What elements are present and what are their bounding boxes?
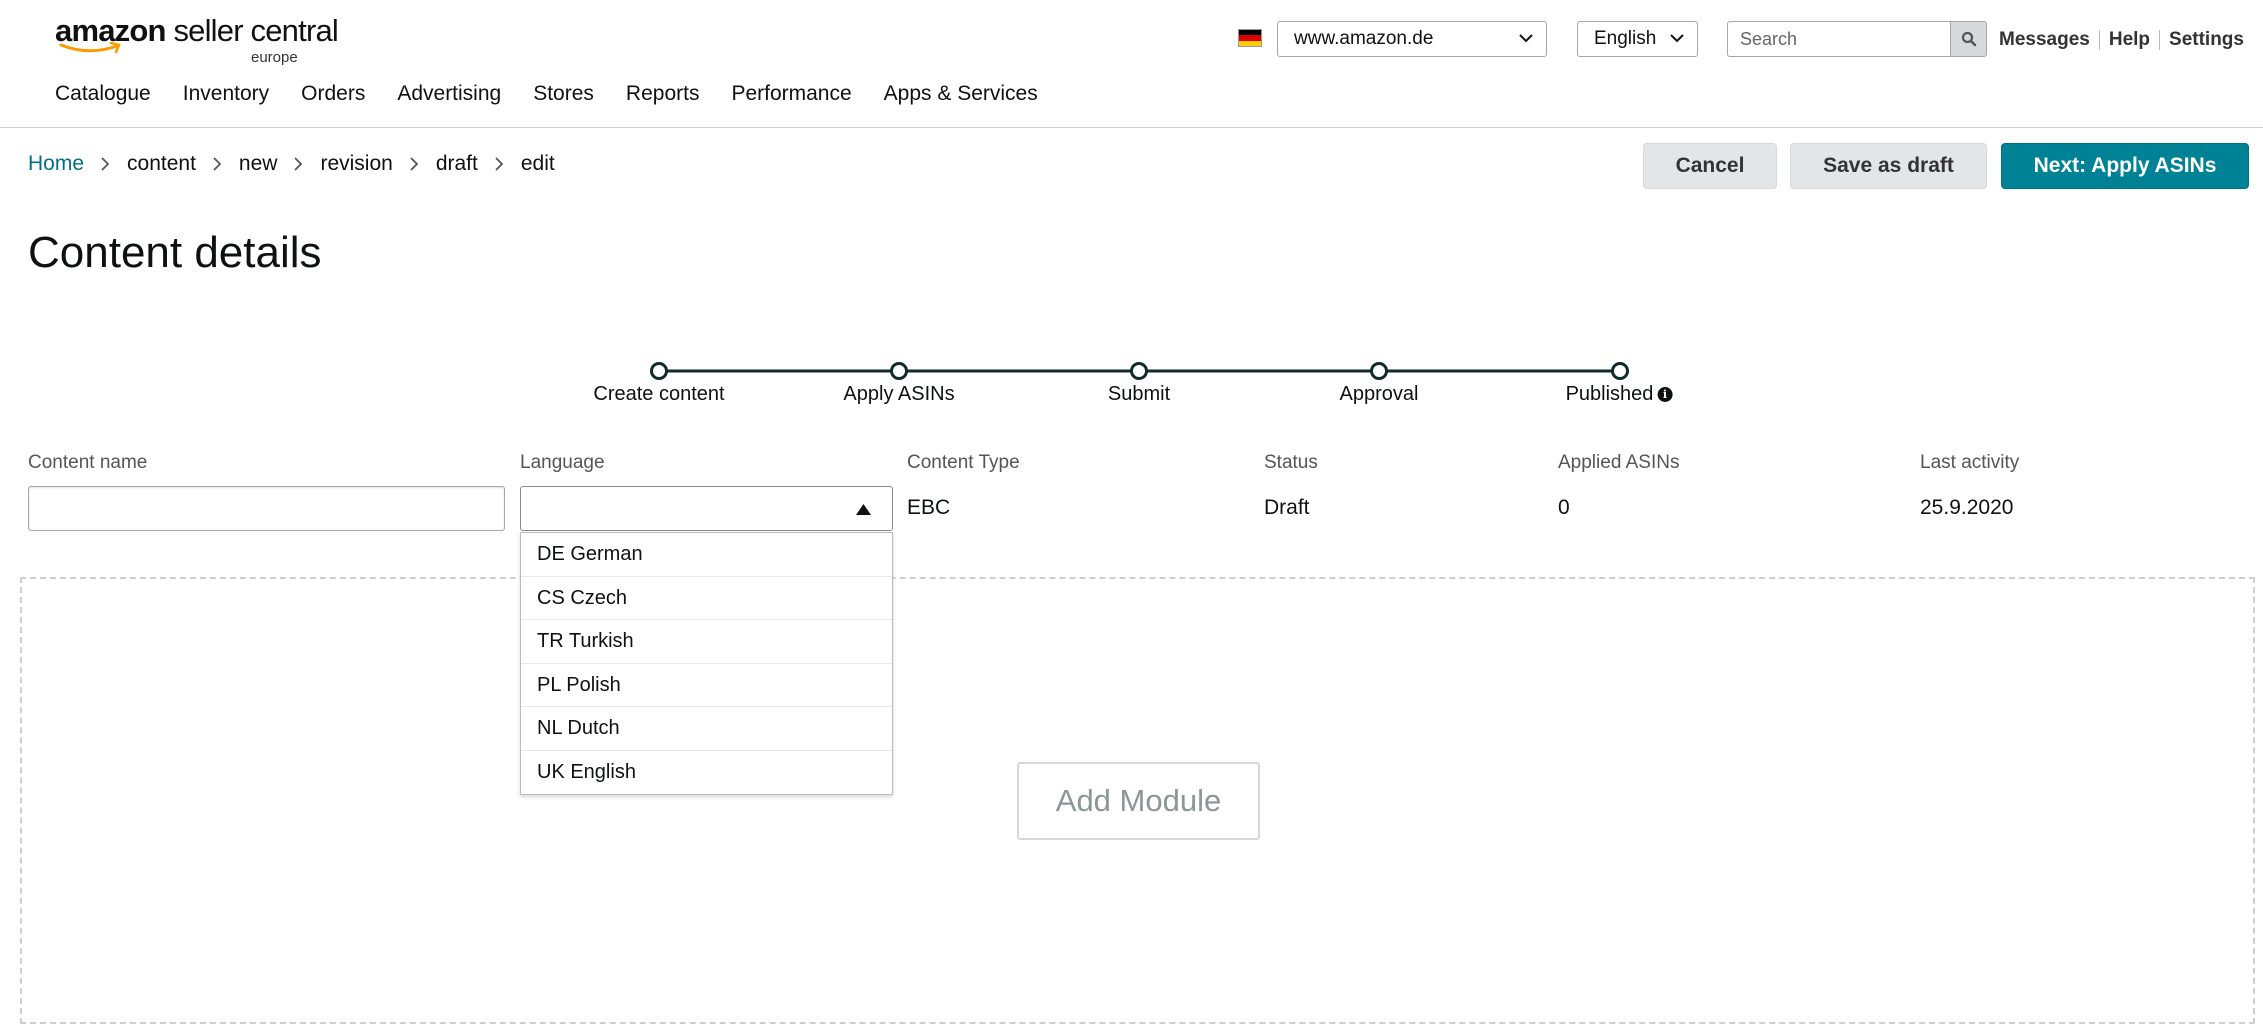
chevron-down-icon [1519,34,1533,43]
language-label: Language [520,452,605,473]
language-select-value: English [1594,28,1657,49]
language-option-english[interactable]: UK English [537,760,636,783]
divider [2098,30,2100,50]
info-icon[interactable]: i [1657,387,1673,403]
module-drop-area [20,577,2255,1024]
step-node [1611,362,1629,380]
breadcrumb-item: content [127,152,196,175]
nav-item-orders[interactable]: Orders [301,82,366,105]
triangle-up-icon [856,504,871,515]
language-option-dutch[interactable]: NL Dutch [521,707,892,751]
next-apply-asins-button[interactable]: Next: Apply ASINs [2001,143,2249,189]
breadcrumb-item: revision [320,152,393,175]
nav-item-advertising[interactable]: Advertising [397,82,502,105]
status-value: Draft [1264,496,1310,519]
amazon-smile-icon [59,42,121,54]
step-label-submit: Submit [1107,383,1171,405]
content-type-value: EBC [907,496,951,519]
save-as-draft-button[interactable]: Save as draft [1790,143,1987,189]
nav-item-stores[interactable]: Stores [533,82,594,105]
search-button[interactable] [1950,21,1987,57]
search-input[interactable] [1727,21,1951,57]
step-label-apply-asins: Apply ASINs [843,383,955,405]
step-label-approval: Approval [1339,383,1419,405]
logo-product: seller central [173,13,338,48]
chevron-right-icon [410,157,419,171]
main-nav: Catalogue Inventory Orders Advertising S… [55,82,1070,106]
add-module-button[interactable]: Add Module [1017,762,1260,840]
nav-item-apps-services[interactable]: Apps & Services [883,82,1038,105]
chevron-right-icon [101,157,110,171]
messages-link[interactable]: Messages [1999,29,2090,50]
divider [2159,30,2161,50]
nav-item-inventory[interactable]: Inventory [182,82,270,105]
germany-flag-icon [1238,29,1262,47]
breadcrumb-current: edit [520,152,555,175]
nav-item-performance[interactable]: Performance [731,82,852,105]
help-link[interactable]: Help [2108,29,2151,50]
language-option-polish[interactable]: PL Polish [521,664,892,707]
content-name-input[interactable] [28,486,505,531]
language-dropdown[interactable] [520,486,893,531]
page-title: Content details [28,228,322,277]
logo-region: europe [251,49,298,66]
chevron-down-icon [1670,34,1684,43]
breadcrumb-home-link[interactable]: Home [28,152,85,175]
language-option-german[interactable]: DE German [521,533,892,577]
top-links: Messages Help Settings [1999,29,2244,51]
seller-central-logo[interactable]: amazon seller central europe [55,13,339,67]
language-option-czech[interactable]: CS Czech [521,577,892,620]
cancel-button[interactable]: Cancel [1643,143,1777,189]
content-name-label: Content name [28,452,148,473]
language-select[interactable]: English [1577,21,1698,57]
step-label-create-content: Create content [593,383,725,405]
search-icon [1961,31,1976,47]
step-label-published: Published [1565,383,1654,405]
chevron-right-icon [495,157,504,171]
breadcrumb-item: draft [435,152,478,175]
breadcrumb-item: new [238,152,278,175]
nav-item-catalogue[interactable]: Catalogue [55,82,151,105]
settings-link[interactable]: Settings [2169,29,2244,50]
last-activity-value: 25.9.2020 [1920,496,2014,519]
language-options-list: DE German CS Czech TR Turkish PL Polish … [520,532,893,795]
chevron-right-icon [294,157,303,171]
breadcrumb: Home content new revision draft edit [28,152,555,176]
nav-item-reports[interactable]: Reports [625,82,700,105]
language-option-turkish[interactable]: TR Turkish [521,620,892,664]
progress-stepper: Create content Apply ASINs Submit Approv… [0,350,2263,410]
stepper-track [650,362,1629,380]
content-type-label: Content Type [907,452,1020,473]
chevron-right-icon [213,157,222,171]
step-node [650,362,668,380]
step-node [1370,362,1388,380]
marketplace-select-value: www.amazon.de [1294,28,1434,49]
applied-asins-label: Applied ASINs [1558,452,1680,473]
step-label-published-wrap: Published i [1566,383,1673,406]
last-activity-label: Last activity [1920,452,2020,473]
nav-divider [0,127,2263,128]
step-node [890,362,908,380]
status-label: Status [1264,452,1318,473]
marketplace-select[interactable]: www.amazon.de [1277,21,1547,57]
applied-asins-value: 0 [1558,496,1570,519]
step-node [1130,362,1148,380]
